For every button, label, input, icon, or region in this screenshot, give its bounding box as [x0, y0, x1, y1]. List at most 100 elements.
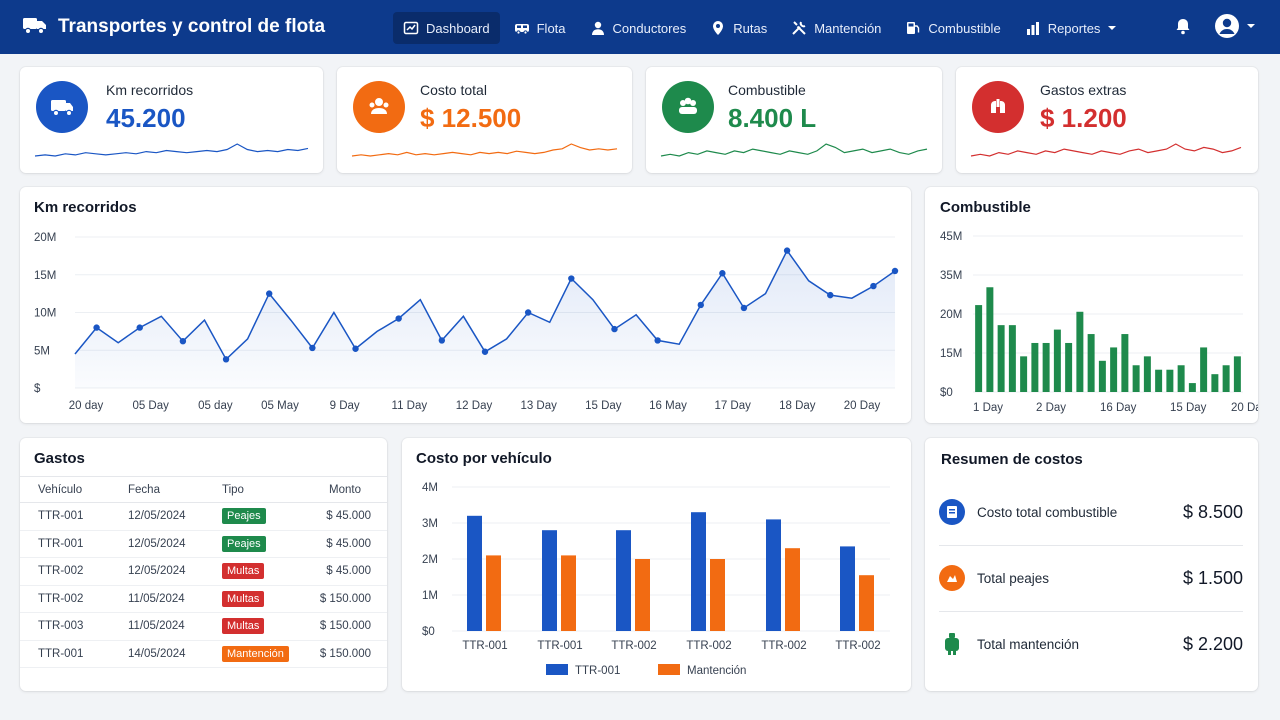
data-point [697, 301, 704, 309]
table-row[interactable]: TTR-001 12/05/2024 Peajes $ 45.000 [20, 530, 387, 558]
summary-value: $ 2.200 [1182, 633, 1243, 654]
nav-combustible[interactable]: Combustible [895, 12, 1010, 44]
people-icon [662, 81, 714, 133]
kpi-card-gastos-extras[interactable]: Gastos extras $ 1.200 [956, 67, 1258, 173]
nav-flota-label: Flota [536, 20, 566, 36]
table-row[interactable]: TTR-001 12/05/2024 Peajes $ 45.000 [20, 502, 387, 531]
truck-logo-icon [22, 14, 48, 41]
fuel-chart-title: Combustible [940, 199, 1031, 216]
main-nav: Dashboard Flota Conductores Rutas Manten… [393, 12, 1131, 44]
summary-label: Costo total combustible [977, 504, 1118, 520]
sparkline-path [660, 143, 928, 157]
legend-swatch [658, 664, 680, 675]
km-line-chart: 20M 15M 10M 5M $20 day 05 Day 05 day 05 May 9 Da… [34, 232, 899, 412]
data-point [870, 282, 877, 290]
col-fecha[interactable]: Fecha [110, 476, 204, 503]
summary-row-combustible[interactable]: Costo total combustible $ 8.500 [939, 479, 1243, 545]
bell-icon[interactable] [1174, 17, 1192, 35]
data-point [524, 309, 532, 316]
nav-rutas[interactable]: Rutas [700, 12, 777, 44]
kpi-card-costo[interactable]: Costo total $ 12.500 [337, 67, 632, 173]
cell-monto: $ 150.000 [304, 585, 387, 613]
bar [1020, 356, 1028, 392]
cell-tipo: Mantención [204, 640, 304, 668]
x-tick-label: 05 May [261, 400, 299, 412]
kpi-card-combustible[interactable]: Combustible 8.400 L [646, 67, 942, 173]
gastos-title: Gastos [34, 450, 85, 467]
x-tick-label: 9 Day [330, 400, 360, 412]
bar [997, 325, 1005, 392]
x-tick-label: TTR-002 [761, 640, 806, 652]
cell-fecha: 12/05/2024 [110, 557, 204, 586]
toll-icon [939, 565, 965, 591]
data-point [93, 324, 100, 331]
user-menu[interactable] [1214, 13, 1256, 39]
data-point [309, 344, 316, 352]
data-point [611, 325, 618, 333]
cell-vehiculo: TTR-001 [20, 640, 110, 668]
nav-conductores[interactable]: Conductores [580, 12, 697, 44]
cell-monto: $ 45.000 [304, 502, 387, 531]
y-tick-label: 20M [34, 232, 56, 244]
x-tick-label: 16 Day [1100, 402, 1137, 414]
cell-vehiculo: TTR-002 [20, 557, 110, 586]
cell-monto: $ 45.000 [304, 530, 387, 558]
cell-tipo: Multas [204, 557, 304, 586]
x-tick-label: 15 Day [585, 400, 622, 412]
sparkline-path [970, 143, 1242, 157]
col-tipo[interactable]: Tipo [204, 476, 304, 503]
status-badge: Multas [222, 563, 265, 580]
data-point [136, 324, 143, 331]
y-tick-label: 15M [34, 270, 56, 282]
nav-rutas-label: Rutas [733, 20, 768, 36]
bar [1177, 365, 1185, 392]
y-tick-label: $0 [940, 387, 953, 399]
kpi-card-km[interactable]: Km recorridos 45.200 [20, 67, 323, 173]
x-tick-label: TTR-002 [835, 640, 880, 652]
bar [1222, 365, 1230, 392]
bar [1098, 360, 1106, 392]
nav-dashboard[interactable]: Dashboard [393, 12, 500, 44]
bar [635, 559, 650, 631]
nav-reportes-label: Reportes [1047, 20, 1101, 36]
cell-vehiculo: TTR-001 [20, 502, 110, 531]
fuel-pump-icon [907, 22, 920, 34]
x-tick-label: TTR-001 [462, 640, 507, 652]
summary-label: Total peajes [977, 570, 1050, 586]
col-monto[interactable]: Monto [304, 476, 387, 503]
cell-tipo: Peajes [204, 502, 304, 531]
kpi-value: $ 1.200 [1040, 103, 1127, 133]
data-point [352, 345, 359, 352]
nav-flota[interactable]: Flota [504, 12, 576, 44]
y-tick-label: 5M [34, 345, 50, 357]
table-row[interactable]: TTR-001 14/05/2024 Mantención $ 150.000 [20, 640, 387, 668]
bar [785, 548, 800, 631]
cell-monto: $ 150.000 [304, 640, 387, 668]
table-row[interactable]: TTR-002 12/05/2024 Multas $ 45.000 [20, 557, 387, 586]
kpi-label: Costo total [420, 82, 487, 98]
summary-row-peajes[interactable]: Total peajes $ 1.500 [939, 545, 1243, 611]
summary-row-mantencion[interactable]: Total mantención $ 2.200 [939, 611, 1243, 677]
table-header-row: Vehículo Fecha Tipo Monto [20, 476, 387, 503]
nav-reportes[interactable]: Reportes [1015, 12, 1128, 44]
bar [1200, 347, 1208, 392]
divider [939, 545, 1243, 546]
dashboard-icon [403, 21, 419, 35]
col-vehiculo[interactable]: Vehículo [20, 476, 110, 503]
km-chart-card: Km recorridos 20M 15M 10M 5M $20 day 05 Day 05… [20, 187, 911, 423]
table-row[interactable]: TTR-003 11/05/2024 Multas $ 150.000 [20, 612, 387, 641]
y-tick-label: 4M [422, 482, 438, 494]
data-point [222, 356, 230, 363]
kpi-value: 45.200 [106, 103, 186, 133]
y-tick-label: 3M [422, 518, 438, 530]
nav-mantencion[interactable]: Mantención [781, 12, 891, 44]
bar [1166, 369, 1174, 392]
person-icon [591, 21, 604, 35]
top-actions [1174, 13, 1256, 39]
x-tick-label: 05 day [198, 400, 233, 412]
app-title: Transportes y control de flota [58, 16, 326, 37]
document-icon [939, 499, 965, 525]
table-row[interactable]: TTR-002 11/05/2024 Multas $ 150.000 [20, 585, 387, 613]
y-tick-label: 20M [940, 309, 962, 321]
x-tick-label: 20 Day [844, 400, 881, 412]
